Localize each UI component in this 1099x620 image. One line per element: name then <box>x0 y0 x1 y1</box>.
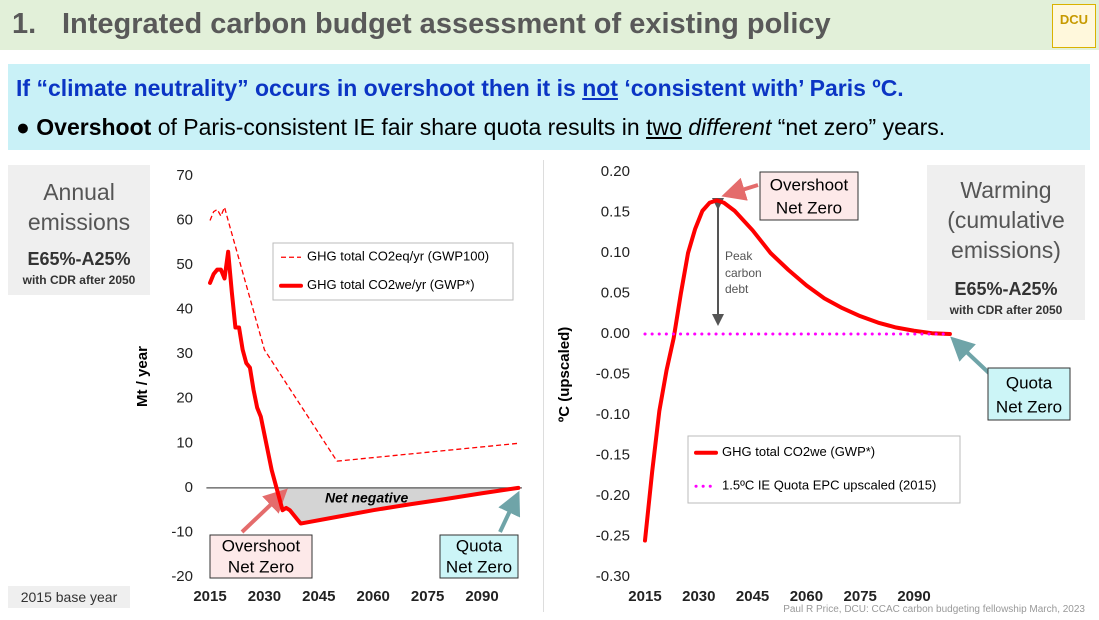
header-bar <box>0 0 1099 50</box>
scenario: E65%-A25% <box>954 279 1058 299</box>
x-tick-label: 2060 <box>790 588 823 605</box>
y-tick-label: -0.05 <box>596 365 630 382</box>
arrow <box>721 177 759 201</box>
text: two <box>646 114 682 140</box>
series-line <box>209 206 519 462</box>
annotation-box <box>209 534 313 579</box>
x-tick-label: 2075 <box>411 588 444 605</box>
credit: Paul R Price, DCU: CCAC carbon budgeting… <box>783 604 1085 615</box>
note: with CDR after 2050 <box>949 303 1063 317</box>
y-tick-label: -0.25 <box>596 527 630 544</box>
text: ● <box>16 114 37 140</box>
y-tick-label: -0.30 <box>596 568 630 585</box>
legend-box <box>687 435 961 504</box>
base-year: 2015 base year <box>8 586 130 608</box>
y-tick-label: 0.00 <box>601 325 630 342</box>
annotation: Net Zero <box>776 198 842 217</box>
note: with CDR after 2050 <box>22 273 136 287</box>
x-tick-label: 2030 <box>682 588 715 605</box>
annotation: carbon <box>725 266 762 280</box>
text: If “climate neutrality” occurs in oversh… <box>16 75 583 101</box>
box-title: Annual emissions <box>27 179 131 235</box>
banner-line: If “climate neutrality” occurs in oversh… <box>16 75 904 102</box>
arrow <box>498 490 521 533</box>
x-tick-label: 2075 <box>844 588 877 605</box>
logo: DCU <box>1052 4 1096 48</box>
annotation: Quota <box>1006 373 1053 392</box>
legend-box <box>272 242 514 301</box>
y-tick-label: 30 <box>176 345 193 362</box>
annotation: Overshoot <box>770 175 849 194</box>
series-line <box>642 198 952 543</box>
legend-label: GHG total CO2eq/yr (GWP100) <box>307 249 489 264</box>
annotation: Net negative <box>325 490 408 506</box>
y-tick-label: 0.15 <box>601 203 630 220</box>
y-tick-label: 60 <box>176 212 193 229</box>
side-box: Warming (cumulative emissions) E65%-A25%… <box>927 165 1085 320</box>
y-tick-label: -0.10 <box>596 406 630 423</box>
y-tick-label: -0.20 <box>596 487 630 504</box>
legend-label: GHG total CO2we (GWP*) <box>722 444 875 459</box>
series-line <box>208 249 521 526</box>
y-tick-label: 20 <box>176 390 193 407</box>
annotation: Net Zero <box>446 557 512 576</box>
y-tick-label: 0.10 <box>601 244 630 261</box>
annotation-box <box>987 367 1071 421</box>
arrow <box>240 488 288 534</box>
side-box: Annual emissions E65%-A25% with CDR afte… <box>8 165 150 295</box>
y-tick-label: 0 <box>185 479 193 496</box>
text: not <box>582 75 618 101</box>
legend-label: GHG total CO2we/yr (GWP*) <box>307 277 475 292</box>
annotation: Overshoot <box>222 536 301 555</box>
x-tick-label: 2030 <box>248 588 281 605</box>
y-tick-label: 10 <box>176 434 193 451</box>
y-axis-label: Mt / year <box>134 346 151 407</box>
section-number: 1. <box>12 8 37 40</box>
x-tick-label: 2060 <box>357 588 390 605</box>
banner-line: ● Overshoot of Paris-consistent IE fair … <box>16 114 945 141</box>
y-tick-label: 40 <box>176 301 193 318</box>
y-tick-label: 50 <box>176 256 193 273</box>
x-tick-label: 2090 <box>465 588 498 605</box>
text: different <box>681 114 772 140</box>
y-tick-label: 0.20 <box>601 163 630 180</box>
text: “net zero” years. <box>771 114 946 140</box>
text: ‘consistent with’ Paris ºC. <box>617 75 904 101</box>
arrow <box>950 336 992 376</box>
annotation: Net Zero <box>996 397 1062 416</box>
annotation: Quota <box>456 536 503 555</box>
y-tick-label: -20 <box>171 568 193 585</box>
scenario: E65%-A25% <box>27 249 131 269</box>
text: Overshoot <box>36 114 152 140</box>
annotation-box <box>439 534 519 579</box>
text: of Paris-consistent IE fair share quota … <box>151 114 647 140</box>
x-tick-label: 2045 <box>736 588 769 605</box>
annotation: Net Zero <box>228 557 294 576</box>
box-title: Warming (cumulative emissions) <box>947 177 1065 263</box>
legend-label: 1.5ºC IE Quota EPC upscaled (2015) <box>722 478 936 493</box>
x-tick-label: 2090 <box>897 588 930 605</box>
y-tick-label: 0.05 <box>601 284 630 301</box>
annotation: Peak <box>725 249 753 263</box>
y-axis-label: ºC (upscaled) <box>556 327 573 423</box>
slide-title: Integrated carbon budget assessment of e… <box>62 8 831 40</box>
annotation-box <box>759 171 859 221</box>
x-tick-label: 2015 <box>193 588 226 605</box>
y-tick-label: -0.15 <box>596 446 630 463</box>
annotation: debt <box>725 282 749 296</box>
y-tick-label: 70 <box>176 167 193 184</box>
x-tick-label: 2045 <box>302 588 335 605</box>
y-tick-label: -10 <box>171 523 193 540</box>
divider <box>543 160 544 612</box>
x-tick-label: 2015 <box>628 588 661 605</box>
banner <box>8 64 1090 150</box>
